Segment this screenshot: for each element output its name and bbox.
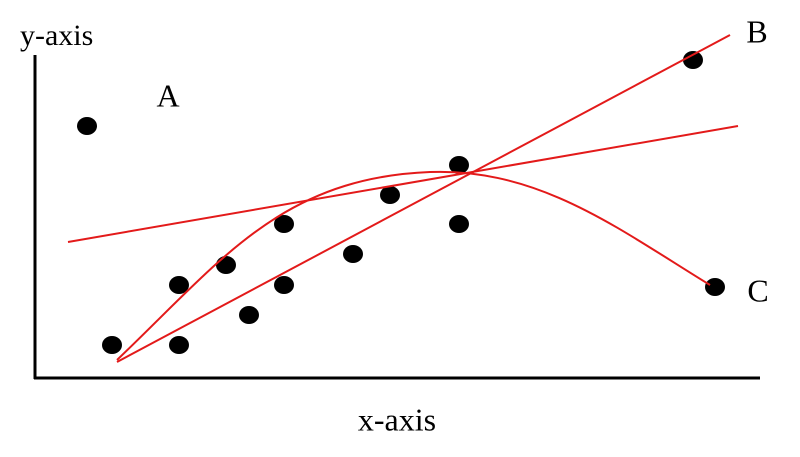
point: [683, 51, 703, 69]
label-c: C: [747, 272, 768, 308]
point: [216, 256, 236, 274]
data-points: [77, 51, 725, 354]
point: [705, 278, 725, 296]
fit-lines: [67, 34, 739, 363]
label-b: B: [746, 13, 767, 49]
fit-line-b: [116, 34, 731, 363]
point: [274, 215, 294, 233]
point: [343, 245, 363, 263]
point: [449, 156, 469, 174]
y-axis-label: y-axis: [20, 19, 93, 52]
label-a: A: [156, 77, 179, 113]
point: [449, 215, 469, 233]
point: [169, 336, 189, 354]
point: [239, 306, 259, 324]
point: [77, 117, 97, 135]
point: [380, 186, 400, 204]
x-axis-label: x-axis: [358, 401, 436, 437]
point: [169, 276, 189, 294]
fit-curve-c: [116, 170, 711, 361]
point: [274, 276, 294, 294]
fit-line-a: [67, 125, 739, 243]
point: [102, 336, 122, 354]
